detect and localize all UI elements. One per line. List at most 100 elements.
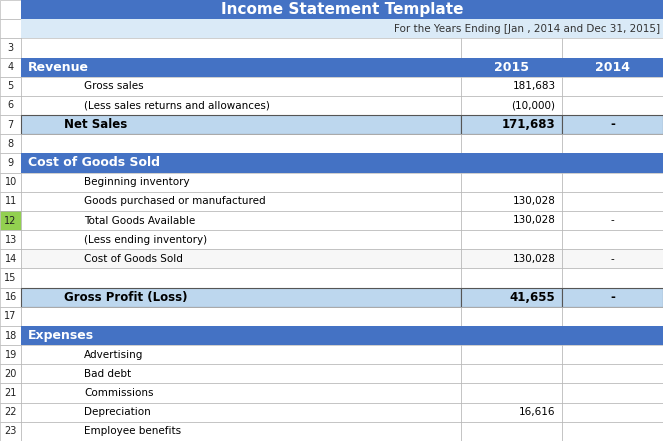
Bar <box>21 230 461 249</box>
Text: Net Sales: Net Sales <box>64 118 127 131</box>
Text: 8: 8 <box>7 139 14 149</box>
Text: 15: 15 <box>5 273 17 283</box>
Text: 5: 5 <box>7 81 14 91</box>
Bar <box>21 38 461 57</box>
Bar <box>21 345 461 364</box>
Text: Total Goods Available: Total Goods Available <box>84 216 196 225</box>
Bar <box>0 403 21 422</box>
Bar <box>461 77 562 96</box>
Text: Bad debt: Bad debt <box>84 369 131 379</box>
Bar <box>562 403 663 422</box>
Text: 3: 3 <box>7 43 14 53</box>
Bar <box>562 172 663 192</box>
Text: 18: 18 <box>5 331 17 340</box>
Bar <box>21 384 461 403</box>
Text: For the Years Ending [Jan , 2014 and Dec 31, 2015]: For the Years Ending [Jan , 2014 and Dec… <box>394 24 660 34</box>
Text: 14: 14 <box>5 254 17 264</box>
Text: (10,000): (10,000) <box>512 101 556 110</box>
Bar <box>461 364 562 384</box>
Text: 4: 4 <box>7 62 14 72</box>
Text: 130,028: 130,028 <box>512 196 556 206</box>
Bar <box>461 307 562 326</box>
Bar <box>562 77 663 96</box>
Bar <box>21 326 663 345</box>
Bar <box>461 211 562 230</box>
Bar <box>461 384 562 403</box>
Bar <box>0 269 21 288</box>
Bar <box>562 288 663 307</box>
Bar <box>461 403 562 422</box>
Text: 7: 7 <box>7 120 14 130</box>
Text: 23: 23 <box>5 426 17 437</box>
Bar <box>562 115 663 134</box>
Text: 6: 6 <box>7 101 14 110</box>
Bar <box>21 115 461 134</box>
Text: 10: 10 <box>5 177 17 187</box>
Text: 12: 12 <box>5 216 17 225</box>
Bar <box>0 0 21 19</box>
Text: Cost of Goods Sold: Cost of Goods Sold <box>84 254 183 264</box>
Bar <box>0 384 21 403</box>
Text: 17: 17 <box>5 311 17 321</box>
Text: Income Statement Template: Income Statement Template <box>221 2 463 17</box>
Bar <box>562 249 663 269</box>
Bar <box>0 134 21 153</box>
Text: 11: 11 <box>5 196 17 206</box>
Text: 13: 13 <box>5 235 17 245</box>
Bar <box>461 38 562 57</box>
Text: 16: 16 <box>5 292 17 302</box>
Text: -: - <box>610 118 615 131</box>
Bar <box>461 115 562 134</box>
Bar <box>562 134 663 153</box>
Bar <box>21 269 461 288</box>
Text: 130,028: 130,028 <box>512 216 556 225</box>
Text: Employee benefits: Employee benefits <box>84 426 181 437</box>
Bar <box>21 422 461 441</box>
Bar <box>461 230 562 249</box>
Text: 2015: 2015 <box>494 60 529 74</box>
Bar <box>0 96 21 115</box>
Bar <box>461 288 562 307</box>
Bar <box>0 345 21 364</box>
Bar <box>562 269 663 288</box>
Bar <box>562 345 663 364</box>
Bar <box>21 77 461 96</box>
Bar <box>0 249 21 269</box>
Bar <box>461 249 562 269</box>
Bar <box>21 364 461 384</box>
Bar <box>0 364 21 384</box>
Text: -: - <box>611 254 615 264</box>
Bar <box>461 345 562 364</box>
Bar <box>0 230 21 249</box>
Text: 41,655: 41,655 <box>510 291 556 304</box>
Bar <box>562 211 663 230</box>
Bar <box>0 115 21 134</box>
Bar <box>21 57 663 77</box>
Bar <box>461 172 562 192</box>
Bar <box>562 422 663 441</box>
Bar <box>562 364 663 384</box>
Bar <box>21 153 663 172</box>
Text: Expenses: Expenses <box>28 329 94 342</box>
Bar <box>0 422 21 441</box>
Text: 181,683: 181,683 <box>512 81 556 91</box>
Bar <box>21 172 461 192</box>
Bar <box>562 307 663 326</box>
Bar <box>0 19 21 38</box>
Bar <box>21 249 461 269</box>
Text: 22: 22 <box>5 407 17 417</box>
Text: -: - <box>611 216 615 225</box>
Bar <box>461 192 562 211</box>
Text: 2014: 2014 <box>595 60 630 74</box>
Bar <box>461 269 562 288</box>
Bar <box>0 77 21 96</box>
Text: 19: 19 <box>5 350 17 360</box>
Bar <box>21 0 663 19</box>
Bar <box>21 403 461 422</box>
Bar <box>461 96 562 115</box>
Bar <box>0 153 21 172</box>
Text: 9: 9 <box>7 158 14 168</box>
Bar <box>562 96 663 115</box>
Text: 171,683: 171,683 <box>502 118 556 131</box>
Bar <box>21 134 461 153</box>
